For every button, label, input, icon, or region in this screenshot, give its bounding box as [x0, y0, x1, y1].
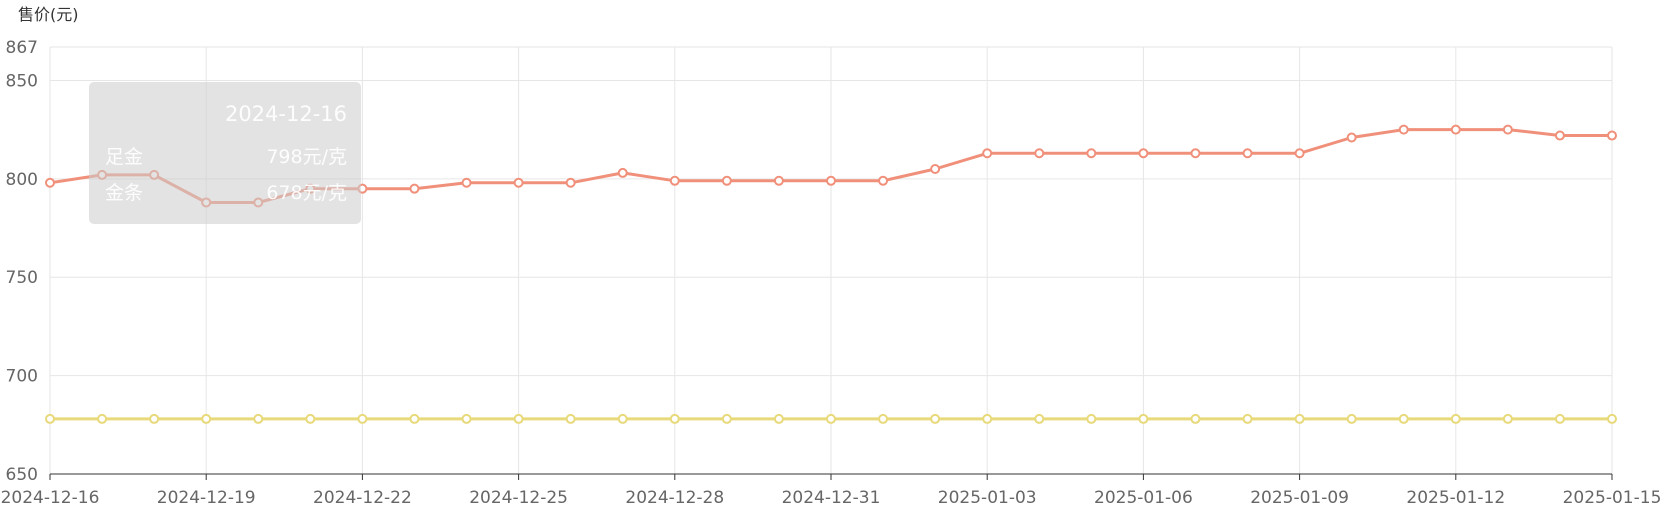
series-point	[826, 175, 836, 186]
series-point	[461, 177, 472, 188]
x-tick-label: 2025-01-15	[1563, 488, 1662, 508]
y-tick-label: 867	[6, 38, 38, 58]
series-point	[1346, 413, 1357, 424]
series-point	[45, 413, 55, 424]
y-tick-label: 750	[6, 268, 38, 288]
y-tick-label: 800	[6, 170, 38, 190]
series-point	[1242, 148, 1253, 159]
series-point	[513, 177, 524, 188]
series-point	[1554, 130, 1565, 141]
series-point	[878, 413, 889, 424]
series-point	[1502, 413, 1513, 424]
series-point	[1554, 413, 1565, 424]
x-tick-label: 2025-01-09	[1250, 488, 1349, 508]
series-point	[878, 175, 889, 186]
series-point	[1138, 413, 1149, 424]
tooltip-row: 足金 798元/克	[105, 142, 347, 168]
series-point	[1034, 413, 1045, 424]
series-point	[1242, 413, 1253, 424]
x-tick-label: 2024-12-22	[313, 488, 412, 508]
tooltip-row: 金条 678元/克	[105, 178, 347, 204]
series-point	[1398, 124, 1409, 135]
series-point	[513, 413, 524, 424]
y-axis-title: 售价(元)	[18, 5, 79, 24]
series-point	[409, 413, 420, 424]
series-point	[1138, 148, 1149, 159]
series-point	[565, 413, 576, 424]
x-tick-label: 2024-12-16	[1, 488, 100, 508]
y-tick-label: 650	[6, 465, 38, 485]
series-layer	[45, 124, 1617, 424]
series-point	[409, 183, 420, 194]
tooltip-date: 2024-12-16	[224, 102, 347, 126]
series-point	[669, 413, 680, 424]
series-point	[773, 413, 784, 424]
series-point	[1346, 132, 1357, 143]
series-point	[721, 413, 732, 424]
series-point	[721, 175, 732, 186]
series-point	[617, 413, 628, 424]
series-point	[1502, 124, 1513, 135]
series-point	[149, 413, 160, 424]
x-tick-label: 2024-12-25	[469, 488, 568, 508]
x-tick-label: 2025-01-12	[1406, 488, 1505, 508]
y-tick-label: 850	[6, 71, 38, 91]
series-point	[930, 413, 941, 424]
series-point	[45, 177, 55, 188]
series-point	[1086, 148, 1097, 159]
series-point	[982, 148, 993, 159]
tooltip: 2024-12-16 足金 798元/克 金条 678元/克	[89, 82, 361, 224]
series-point	[773, 175, 784, 186]
series-point	[826, 413, 836, 424]
series-point	[1607, 130, 1617, 141]
tooltip-series-value: 798元/克	[266, 146, 347, 168]
series-point	[1294, 413, 1305, 424]
series-point	[565, 177, 576, 188]
series-point	[1450, 413, 1461, 424]
tooltip-series-name: 足金	[105, 146, 144, 168]
x-tick-label: 2025-01-03	[938, 488, 1037, 508]
series-point	[930, 164, 941, 174]
series-point	[201, 413, 212, 424]
series-point	[305, 413, 316, 424]
tooltip-series-name: 金条	[105, 182, 144, 204]
series-point	[1607, 413, 1617, 424]
series-point	[1294, 148, 1305, 159]
series-point	[357, 413, 368, 424]
series-point	[1450, 124, 1461, 135]
series-point	[982, 413, 993, 424]
tooltip-series-value: 678元/克	[266, 182, 347, 204]
y-axis: 650 700 750 800 850 867	[6, 38, 38, 485]
x-tick-label: 2024-12-28	[625, 488, 724, 508]
x-tick-label: 2025-01-06	[1094, 488, 1193, 508]
series-point	[617, 167, 628, 178]
series-point	[1398, 413, 1409, 424]
series-point	[461, 413, 472, 424]
x-tick-label: 2024-12-31	[782, 488, 881, 508]
series-point	[97, 413, 108, 424]
series-point	[1086, 413, 1097, 424]
x-axis: 2024-12-16 2024-12-19 2024-12-22 2024-12-25…	[1, 473, 1662, 508]
series-point	[1190, 413, 1201, 424]
y-tick-label: 700	[6, 367, 38, 387]
series-point	[253, 413, 264, 424]
series-point	[1034, 148, 1045, 159]
x-tick-label: 2024-12-19	[157, 488, 256, 508]
series-point	[1190, 148, 1201, 159]
series-point	[669, 175, 680, 186]
